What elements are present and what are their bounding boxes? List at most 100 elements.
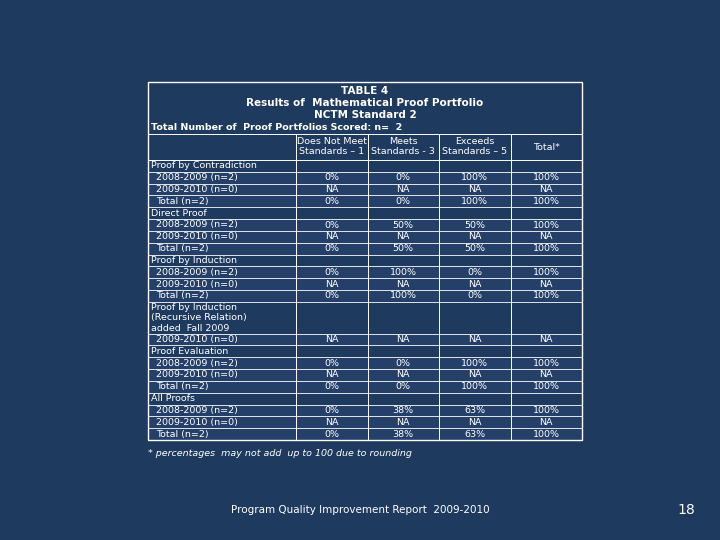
Text: Total (n=2): Total (n=2) — [156, 430, 209, 438]
Text: 0%: 0% — [396, 197, 410, 206]
Text: 100%: 100% — [533, 382, 559, 392]
Text: 0%: 0% — [324, 406, 339, 415]
Text: All Proofs: All Proofs — [151, 394, 195, 403]
Bar — [148, 82, 582, 440]
Bar — [148, 381, 582, 393]
Text: 100%: 100% — [462, 382, 488, 392]
Text: Does Not Meet: Does Not Meet — [297, 138, 366, 146]
Text: (Recursive Relation): (Recursive Relation) — [151, 313, 247, 322]
Text: 2009-2010 (n=0): 2009-2010 (n=0) — [156, 370, 238, 380]
Text: 2008-2009 (n=2): 2008-2009 (n=2) — [156, 359, 238, 368]
Text: NA: NA — [325, 185, 338, 194]
Text: NA: NA — [468, 280, 482, 288]
Bar — [148, 302, 582, 334]
Text: 100%: 100% — [533, 406, 559, 415]
Text: Proof Evaluation: Proof Evaluation — [151, 347, 228, 356]
Text: 2009-2010 (n=0): 2009-2010 (n=0) — [156, 280, 238, 288]
Text: 100%: 100% — [533, 359, 559, 368]
Bar — [148, 231, 582, 242]
Text: 38%: 38% — [392, 430, 414, 438]
Text: Program Quality Improvement Report  2009-2010: Program Quality Improvement Report 2009-… — [230, 505, 490, 515]
Text: 0%: 0% — [324, 382, 339, 392]
Text: Standards - 3: Standards - 3 — [372, 147, 435, 157]
Text: 50%: 50% — [392, 244, 414, 253]
Text: 0%: 0% — [324, 292, 339, 300]
Bar — [148, 357, 582, 369]
Text: NA: NA — [397, 370, 410, 380]
Text: Proof by Contradiction: Proof by Contradiction — [151, 161, 257, 171]
Text: NA: NA — [397, 335, 410, 344]
Bar — [148, 266, 582, 278]
Text: Meets: Meets — [389, 138, 418, 146]
Bar — [148, 195, 582, 207]
Bar — [148, 184, 582, 195]
Text: 0%: 0% — [467, 268, 482, 277]
Text: 100%: 100% — [533, 430, 559, 438]
Text: NA: NA — [468, 232, 482, 241]
Bar — [148, 404, 582, 416]
Text: NA: NA — [468, 185, 482, 194]
Text: 0%: 0% — [324, 359, 339, 368]
Text: 2008-2009 (n=2): 2008-2009 (n=2) — [156, 220, 238, 230]
Text: 2009-2010 (n=0): 2009-2010 (n=0) — [156, 335, 238, 344]
Text: NA: NA — [539, 280, 553, 288]
Bar — [148, 290, 582, 302]
Text: 0%: 0% — [396, 382, 410, 392]
Text: Proof by Induction: Proof by Induction — [151, 256, 237, 265]
Text: NA: NA — [468, 335, 482, 344]
Bar — [148, 242, 582, 254]
Text: * percentages  may not add  up to 100 due to rounding: * percentages may not add up to 100 due … — [148, 449, 412, 458]
Text: 0%: 0% — [324, 268, 339, 277]
Text: Exceeds: Exceeds — [455, 138, 495, 146]
Bar — [148, 416, 582, 428]
Bar — [148, 334, 582, 346]
Text: NA: NA — [468, 370, 482, 380]
Text: 100%: 100% — [533, 244, 559, 253]
Text: 50%: 50% — [464, 220, 485, 230]
Text: 0%: 0% — [324, 197, 339, 206]
Text: 2009-2010 (n=0): 2009-2010 (n=0) — [156, 185, 238, 194]
Text: 100%: 100% — [533, 268, 559, 277]
Text: Total (n=2): Total (n=2) — [156, 197, 209, 206]
Text: added  Fall 2009: added Fall 2009 — [151, 324, 230, 333]
Text: Total*: Total* — [533, 143, 559, 152]
Text: 0%: 0% — [324, 244, 339, 253]
Text: 2009-2010 (n=0): 2009-2010 (n=0) — [156, 418, 238, 427]
Bar — [148, 428, 582, 440]
Text: NA: NA — [397, 280, 410, 288]
Text: Results of  Mathematical Proof Portfolio: Results of Mathematical Proof Portfolio — [246, 98, 484, 108]
Text: NA: NA — [325, 370, 338, 380]
Text: Total Number of  Proof Portfolios Scored: n=  2: Total Number of Proof Portfolios Scored:… — [151, 123, 402, 132]
Text: 0%: 0% — [324, 430, 339, 438]
Text: Proof by Induction: Proof by Induction — [151, 302, 237, 312]
Text: 100%: 100% — [390, 292, 417, 300]
Text: 0%: 0% — [324, 220, 339, 230]
Text: 100%: 100% — [533, 292, 559, 300]
Text: 38%: 38% — [392, 406, 414, 415]
Text: 2008-2009 (n=2): 2008-2009 (n=2) — [156, 173, 238, 182]
Bar — [148, 82, 582, 440]
Text: NA: NA — [325, 418, 338, 427]
Bar — [148, 160, 582, 172]
Text: 18: 18 — [678, 503, 695, 517]
Text: Total (n=2): Total (n=2) — [156, 292, 209, 300]
Text: NA: NA — [325, 280, 338, 288]
Bar — [148, 219, 582, 231]
Text: 100%: 100% — [533, 197, 559, 206]
Bar — [148, 278, 582, 290]
Text: NA: NA — [468, 418, 482, 427]
Text: 100%: 100% — [533, 173, 559, 182]
Bar — [148, 369, 582, 381]
Text: TABLE 4: TABLE 4 — [341, 86, 389, 96]
Text: 100%: 100% — [462, 359, 488, 368]
Text: 50%: 50% — [464, 244, 485, 253]
Text: NA: NA — [397, 185, 410, 194]
Text: 100%: 100% — [390, 268, 417, 277]
Text: 2009-2010 (n=0): 2009-2010 (n=0) — [156, 232, 238, 241]
Text: NA: NA — [539, 185, 553, 194]
Text: 0%: 0% — [467, 292, 482, 300]
Text: Standards – 5: Standards – 5 — [442, 147, 508, 157]
Text: NA: NA — [539, 418, 553, 427]
Bar — [148, 254, 582, 266]
Text: Total (n=2): Total (n=2) — [156, 382, 209, 392]
